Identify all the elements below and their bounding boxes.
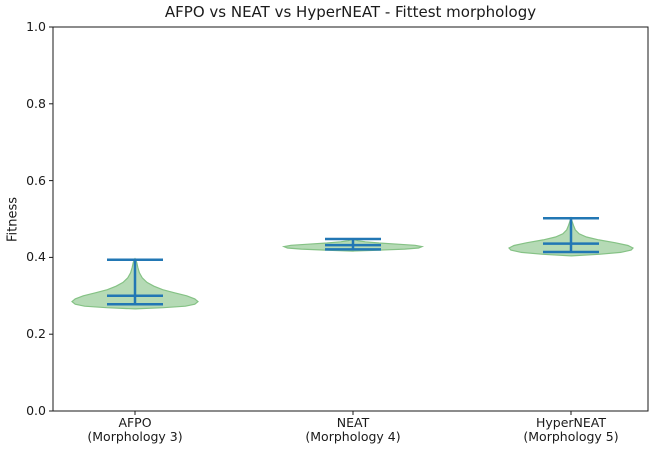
x-tick-label-line2: (Morphology 3) [87, 429, 183, 444]
y-tick-label-0.0: 0.0 [26, 403, 46, 418]
x-tick-label-line2: (Morphology 4) [305, 429, 401, 444]
x-tick-label-afpo: AFPO (Morphology 3) [55, 416, 215, 444]
x-tick-label-hyperneat: HyperNEAT (Morphology 5) [491, 416, 651, 444]
y-tick-label-0.2: 0.2 [26, 326, 46, 342]
x-tick-label-line1: HyperNEAT [535, 415, 607, 430]
y-tick-label-0.8: 0.8 [26, 95, 46, 111]
x-tick-label-line1: AFPO [118, 415, 152, 430]
x-tick-label-neat: NEAT (Morphology 4) [273, 416, 433, 444]
chart-title: AFPO vs NEAT vs HyperNEAT - Fittest morp… [164, 3, 537, 21]
y-tick-label-0.6: 0.6 [26, 172, 46, 188]
x-tick-label-line2: (Morphology 5) [523, 429, 619, 444]
plot-border [52, 26, 649, 412]
y-tick-label-1.0: 1.0 [26, 19, 46, 34]
x-tick-label-line1: NEAT [336, 415, 370, 430]
y-tick-label-0.4: 0.4 [26, 249, 46, 265]
